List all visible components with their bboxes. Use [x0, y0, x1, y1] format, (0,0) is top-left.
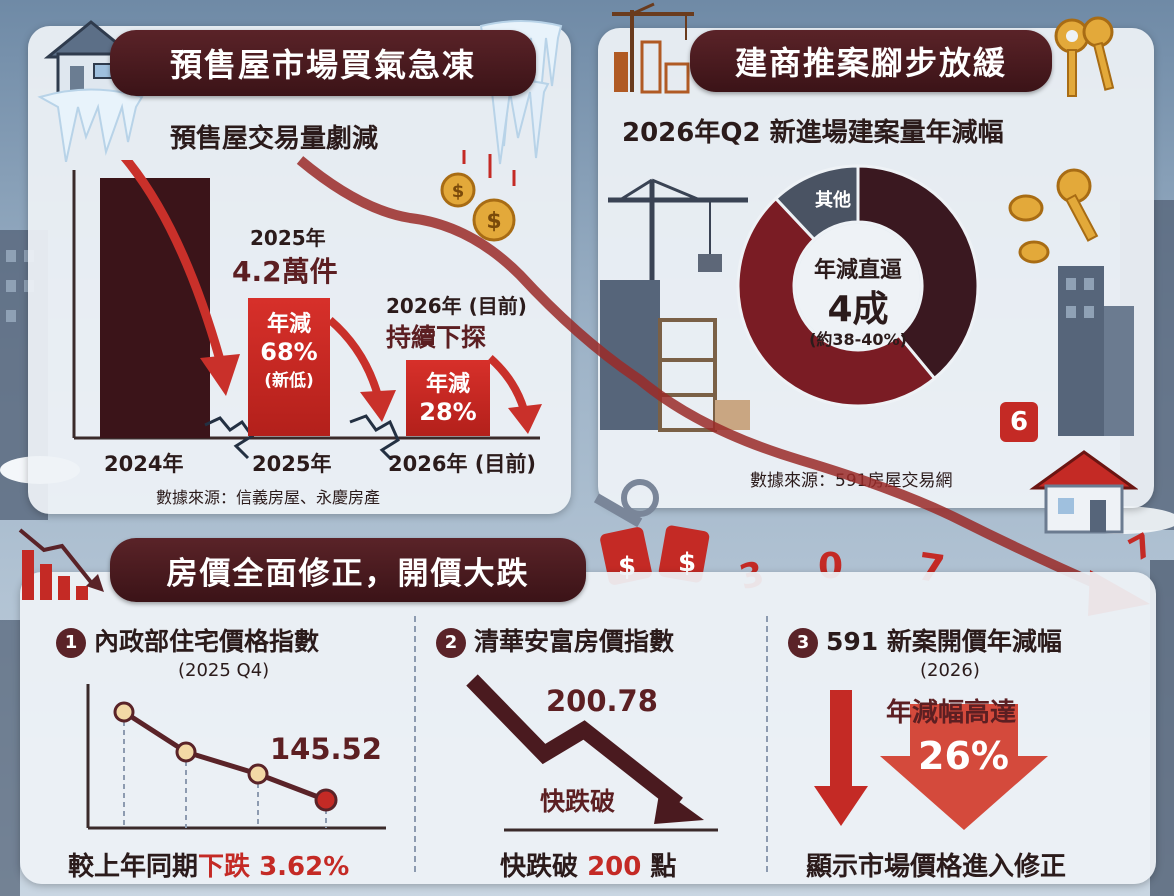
down-arrow-3	[487, 354, 528, 412]
item1-point-2	[175, 741, 197, 763]
x-label-2025: 2025年	[252, 452, 332, 476]
cube-digit: 6	[1000, 402, 1038, 442]
svg-text:$: $	[452, 181, 465, 202]
item3-number: 3	[788, 628, 818, 658]
presale-source: 數據來源：信義房屋、永慶房產	[156, 488, 381, 507]
x-label-2026: 2026年 (目前)	[388, 452, 536, 476]
donut-slice-decline	[856, 164, 980, 381]
item1-footer: 較上年同期下跌 3.62%	[68, 846, 349, 883]
item3-down-arrows	[814, 690, 1048, 830]
item1-footer-b: 下跌 3.62%	[198, 852, 350, 882]
price-tags-icon	[593, 479, 710, 585]
item1-point-3	[247, 763, 269, 785]
presale-bar-chart	[72, 160, 542, 460]
item1-title-text: 內政部住宅價格指數	[94, 627, 320, 656]
item1-point-1	[113, 701, 135, 723]
bar-2026-year: 2026年 (目前)	[386, 294, 527, 318]
item2-footer-c: 點	[641, 852, 677, 882]
item1-value: 145.52	[270, 732, 382, 766]
building-right	[1058, 266, 1134, 436]
down-arrow-2	[327, 316, 382, 398]
donut-hole	[796, 224, 920, 348]
donut-chart	[736, 164, 980, 408]
x-label-2024: 2024年	[104, 452, 184, 476]
donut-center-line-1: 年減直逼	[813, 258, 902, 283]
item1-number: 1	[56, 628, 86, 658]
item2-title-text: 清華安富房價指數	[474, 627, 675, 656]
item3-line-2: 26%	[918, 734, 1009, 778]
builder-title: 2026年Q2 新進場建案量年減幅	[622, 118, 1004, 148]
coin-key-icon	[1008, 168, 1099, 264]
item1-point-4	[314, 788, 338, 812]
item2-trend-arrow	[466, 674, 718, 832]
item1-subtitle: (2025 Q4)	[178, 660, 270, 681]
donut-slice-other-main	[736, 196, 937, 408]
house-icon-right	[1029, 450, 1138, 534]
keys-icon	[1054, 16, 1115, 97]
item2-title: 2 清華安富房價指數	[436, 622, 674, 658]
item2-footer: 快跌破 200 點	[500, 846, 676, 883]
price-tag-2-symbol: $	[678, 548, 697, 578]
bar-2026-label-2: 28%	[419, 398, 477, 426]
prices-banner: 房價全面修正，開價大跌	[110, 538, 586, 602]
item2-number: 2	[436, 628, 466, 658]
bar-2025-label-1: 年減	[266, 312, 311, 337]
item1-line-chart	[86, 684, 386, 830]
svg-text:$: $	[486, 209, 501, 234]
divider-2	[766, 616, 768, 872]
item1-title: 1 內政部住宅價格指數	[56, 622, 319, 658]
item3-footer: 顯示市場價格進入修正	[806, 852, 1067, 882]
item3-title: 3 591 新案開價年減幅	[788, 622, 1062, 658]
bar-2025-year: 2025年	[250, 226, 326, 250]
bar-2024	[100, 178, 210, 438]
declining-chart-icon	[18, 528, 104, 600]
presale-subtitle: 預售屋交易量劇減	[170, 124, 379, 154]
donut-label-other: 其他	[815, 190, 851, 211]
donut-center-line-3: (約38-40%)	[809, 330, 907, 349]
donut-slice-other	[773, 164, 860, 242]
coins-icon: $ $	[440, 150, 516, 242]
item1-footer-a: 較上年同期	[68, 852, 199, 882]
crane-icon	[612, 2, 694, 94]
item2-value: 200.78	[546, 684, 658, 718]
item2-footer-b: 200	[587, 852, 642, 882]
item2-footer-a: 快跌破	[500, 852, 588, 882]
bar-2025-label-2: 68%	[260, 338, 318, 366]
bar-2026-label-1: 年減	[425, 372, 470, 397]
donut-center-line-2: 4成	[827, 289, 889, 330]
bar-2025-label-3: (新低)	[264, 371, 314, 391]
presale-banner: 預售屋市場買氣急凍	[110, 30, 536, 96]
down-arrow-1	[120, 160, 225, 362]
item3-line-1: 年減幅高達	[886, 698, 1017, 728]
bar-2026: 年減 28%	[406, 360, 490, 436]
bar-2025: 年減 68% (新低)	[248, 298, 330, 436]
bar-2026-note: 持續下探	[386, 323, 487, 352]
bar-2025-value: 4.2萬件	[232, 255, 338, 288]
builder-banner: 建商推案腳步放緩	[690, 30, 1052, 92]
item3-title-text: 591 新案開價年減幅	[826, 627, 1062, 656]
item3-subtitle: (2026)	[920, 660, 980, 681]
item2-mid-label: 快跌破	[540, 787, 616, 816]
divider-1	[414, 616, 416, 872]
